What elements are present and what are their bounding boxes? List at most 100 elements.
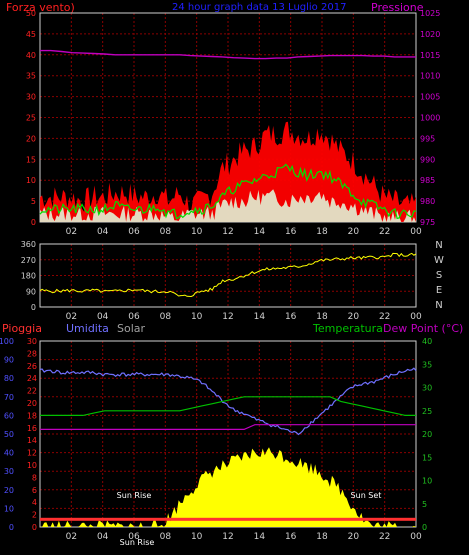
y-humidity-tick: 30 xyxy=(4,467,14,476)
y-rain-tick: 16 xyxy=(27,424,37,433)
y-right-tick: 995 xyxy=(420,134,435,143)
wind-direction-line xyxy=(39,252,417,298)
y-right-tick: 980 xyxy=(420,197,435,206)
compass-label: N xyxy=(435,300,442,311)
compass-label: W xyxy=(434,255,444,266)
x-tick-label: 22 xyxy=(379,227,390,237)
dewpoint-label: Dew Point (°C) xyxy=(383,322,463,335)
sun-set-annotation: Sun Set xyxy=(351,491,382,500)
y-left-tick: 10 xyxy=(26,176,36,185)
solar-label: Solar xyxy=(117,322,146,335)
x-tick-label: 16 xyxy=(285,312,297,322)
y-right-tick: 1010 xyxy=(420,72,440,81)
compass-label: E xyxy=(436,285,442,296)
dewpoint-line xyxy=(40,424,416,430)
x-tick-label: 00 xyxy=(410,227,422,237)
pressure-label: Pressione xyxy=(371,1,424,14)
y-right-tick: 1020 xyxy=(420,30,440,39)
x-tick-label: 04 xyxy=(97,532,109,542)
y-right-tick: 1005 xyxy=(420,93,440,102)
rain-bar xyxy=(40,517,416,521)
y-left-tick: 50 xyxy=(26,9,36,18)
y-rain-tick: 18 xyxy=(27,411,37,420)
x-tick-label: 00 xyxy=(410,312,422,322)
wind-low-area xyxy=(40,189,416,222)
x-tick-label: 02 xyxy=(66,312,77,322)
x-tick-label: 02 xyxy=(66,532,77,542)
x-tick-label: 14 xyxy=(254,312,266,322)
x-tick-label: 06 xyxy=(128,227,140,237)
x-tick-label: 16 xyxy=(285,532,297,542)
y-rain-tick: 24 xyxy=(27,374,37,383)
x-tick-label: 18 xyxy=(316,312,328,322)
y-direction-tick: 0 xyxy=(31,303,36,312)
x-tick-label: 12 xyxy=(222,532,233,542)
y-humidity-tick: 50 xyxy=(4,430,14,439)
x-tick-label: 18 xyxy=(316,532,328,542)
x-tick-label: 12 xyxy=(222,227,233,237)
y-left-tick: 20 xyxy=(26,134,36,143)
y-left-tick: 5 xyxy=(31,197,36,206)
y-humidity-tick: 60 xyxy=(4,411,14,420)
x-tick-label: 14 xyxy=(254,227,266,237)
y-humidity-tick: 100 xyxy=(0,337,14,346)
temp-humidity-solar-panel: 0102030405060708090100024681012141618202… xyxy=(0,337,432,547)
y-humidity-tick: 0 xyxy=(9,523,14,532)
y-right-tick: 1025 xyxy=(420,9,440,18)
chart-title: 24 hour graph data 13 Luglio 2017 xyxy=(172,2,346,13)
wind-force-label: Forza vento) xyxy=(6,1,75,14)
sun-rise-annotation: Sun Rise xyxy=(117,491,152,500)
y-rain-tick: 0 xyxy=(32,523,37,532)
y-direction-tick: 90 xyxy=(26,287,36,296)
y-rain-tick: 6 xyxy=(32,486,37,495)
solar-area xyxy=(40,447,416,527)
y-direction-tick: 360 xyxy=(21,240,36,249)
wind-pressure-panel: 0510152025303540455097598098599099510001… xyxy=(26,9,441,237)
x-tick-label: 10 xyxy=(191,227,203,237)
x-tick-label: 10 xyxy=(191,532,203,542)
x-tick-label: 10 xyxy=(191,312,203,322)
x-tick-label: 00 xyxy=(410,532,422,542)
rain-label: Pioggia xyxy=(2,322,42,335)
sun-rise-annotation: Sun Rise xyxy=(120,538,155,547)
y-rain-tick: 26 xyxy=(27,362,37,371)
compass-label: S xyxy=(436,270,442,281)
y-temp-tick: 40 xyxy=(422,337,432,346)
x-tick-label: 20 xyxy=(348,312,360,322)
compass-label: N xyxy=(435,240,442,251)
wind-avg-line xyxy=(39,163,417,220)
x-tick-label: 06 xyxy=(128,312,140,322)
y-rain-tick: 2 xyxy=(32,511,37,520)
y-humidity-tick: 90 xyxy=(4,356,14,365)
x-tick-label: 16 xyxy=(285,227,297,237)
x-tick-label: 18 xyxy=(316,227,328,237)
y-rain-tick: 22 xyxy=(27,387,37,396)
y-temp-tick: 25 xyxy=(422,407,432,416)
y-temp-tick: 35 xyxy=(422,360,432,369)
y-rain-tick: 20 xyxy=(27,399,37,408)
wind-gust-area xyxy=(40,121,416,222)
x-tick-label: 08 xyxy=(160,532,172,542)
y-temp-tick: 10 xyxy=(422,477,432,486)
y-left-tick: 35 xyxy=(26,72,36,81)
x-tick-label: 22 xyxy=(379,532,390,542)
y-rain-tick: 4 xyxy=(32,498,37,507)
y-humidity-tick: 10 xyxy=(4,504,14,513)
y-rain-tick: 12 xyxy=(27,449,37,458)
y-rain-tick: 14 xyxy=(27,436,37,445)
y-humidity-tick: 70 xyxy=(4,393,14,402)
y-direction-tick: 180 xyxy=(21,272,36,281)
y-temp-tick: 20 xyxy=(422,430,432,439)
x-tick-label: 06 xyxy=(128,532,140,542)
humidity-label: Umidita xyxy=(66,322,109,335)
pressure-line xyxy=(40,49,416,60)
temperature-line xyxy=(40,396,416,416)
y-temp-tick: 15 xyxy=(422,453,432,462)
y-right-tick: 990 xyxy=(420,155,435,164)
y-right-tick: 1000 xyxy=(420,114,440,123)
y-right-tick: 985 xyxy=(420,176,435,185)
y-left-tick: 0 xyxy=(31,218,36,227)
y-humidity-tick: 20 xyxy=(4,486,14,495)
